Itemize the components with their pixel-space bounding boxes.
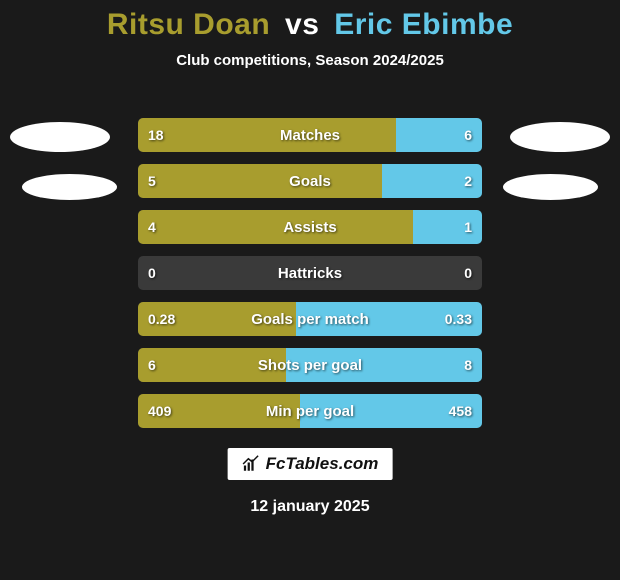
bar-fill-left [138, 210, 413, 244]
avatar-placeholder-left-2 [22, 174, 117, 200]
avatar-placeholder-right-2 [503, 174, 598, 200]
bar-fill-left [138, 394, 300, 428]
bar-fill-right [382, 164, 482, 198]
bar-fill-right [413, 210, 482, 244]
bar-fill-right [286, 348, 482, 382]
bar-fill-left [138, 348, 286, 382]
headline: Ritsu Doan vs Eric Ebimbe [0, 0, 620, 42]
avatar-placeholder-left-1 [10, 122, 110, 152]
stat-row: 409458Min per goal [138, 394, 482, 428]
bar-fill-right [396, 118, 482, 152]
brand-badge: FcTables.com [228, 448, 393, 480]
stat-row: 41Assists [138, 210, 482, 244]
bar-fill-right [296, 302, 482, 336]
bar-track [138, 256, 482, 290]
brand-text: FcTables.com [266, 454, 379, 474]
stat-row: 186Matches [138, 118, 482, 152]
comparison-card: Ritsu Doan vs Eric Ebimbe Club competiti… [0, 0, 620, 580]
stat-row: 0.280.33Goals per match [138, 302, 482, 336]
vs-text: vs [279, 8, 325, 41]
bar-fill-left [138, 164, 382, 198]
subtitle: Club competitions, Season 2024/2025 [0, 52, 620, 69]
stat-row: 52Goals [138, 164, 482, 198]
avatar-placeholder-right-1 [510, 122, 610, 152]
player-left-name: Ritsu Doan [107, 8, 270, 41]
player-right-name: Eric Ebimbe [334, 8, 513, 41]
stats-bars: 186Matches 52Goals 41Assists 00Hattricks 0.2… [138, 118, 482, 440]
stat-row: 00Hattricks [138, 256, 482, 290]
chart-icon [242, 455, 260, 473]
bar-fill-left [138, 118, 396, 152]
stat-row: 68Shots per goal [138, 348, 482, 382]
bar-fill-left [138, 302, 296, 336]
date-text: 12 january 2025 [0, 498, 620, 516]
bar-fill-right [300, 394, 482, 428]
